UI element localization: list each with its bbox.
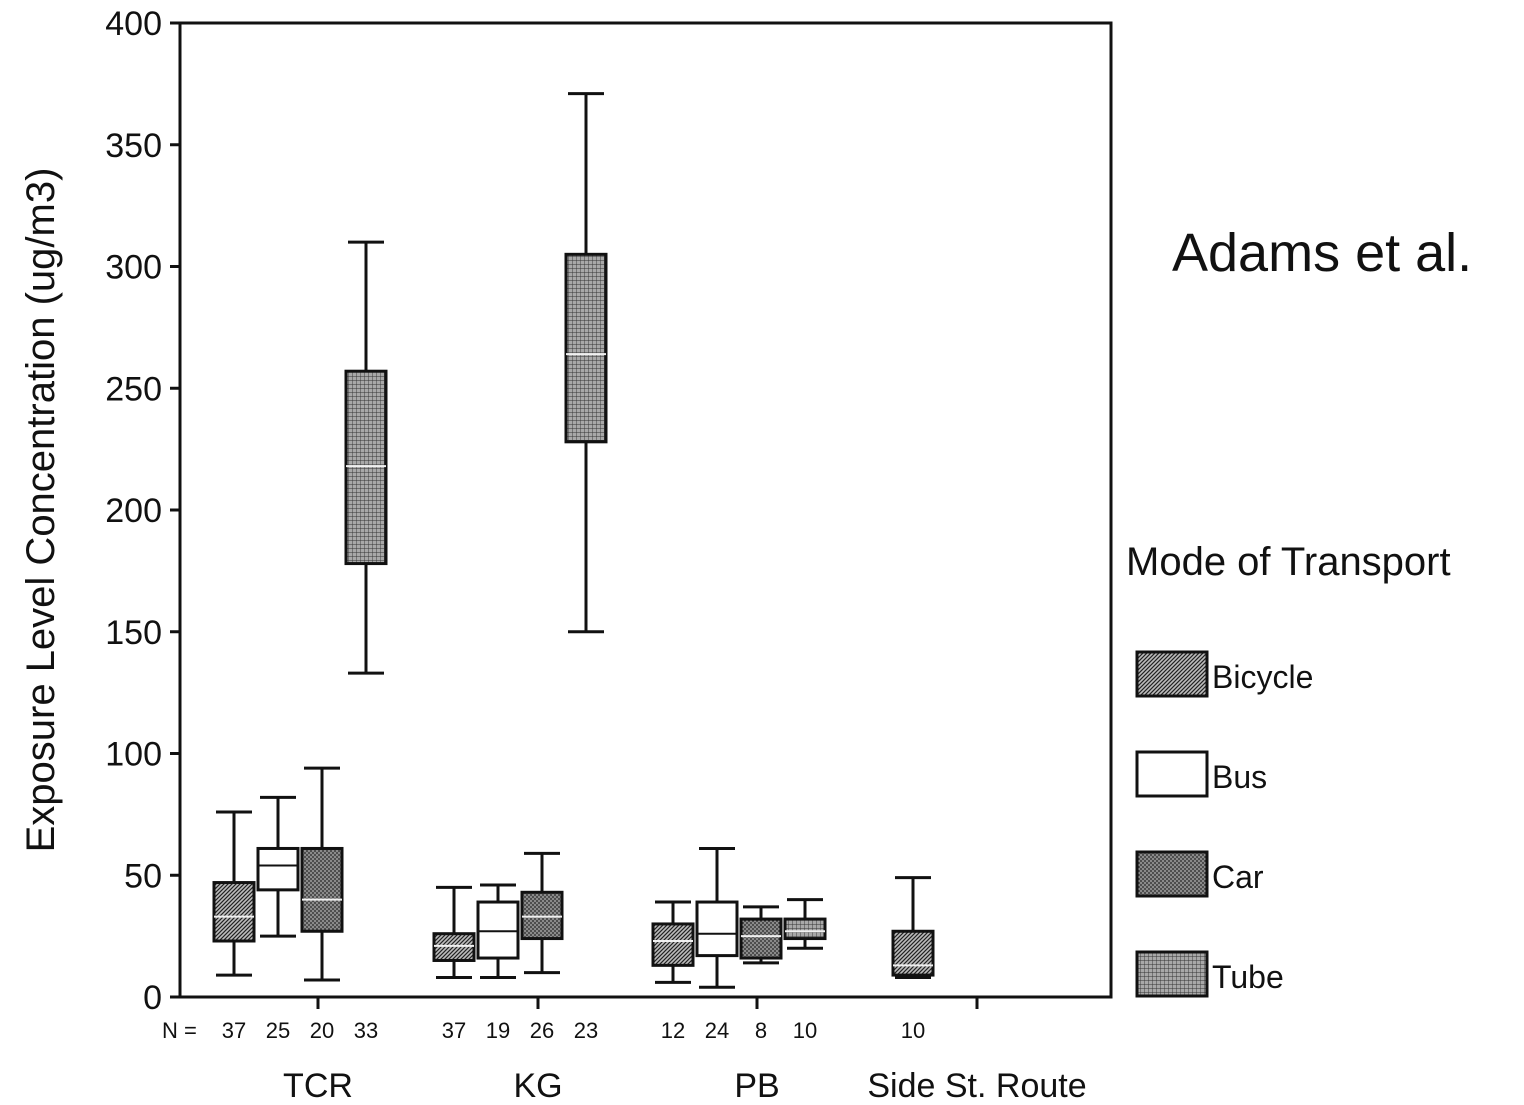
box-car-kg: 26 xyxy=(520,851,564,1043)
box-tube-pb: 10 xyxy=(783,898,827,1043)
y-tick-label: 250 xyxy=(105,370,162,408)
n-count-label: 26 xyxy=(530,1018,554,1043)
x-category-label: TCR xyxy=(283,1067,353,1105)
y-axis: 0 50 100 150 200 250 300 350 400 xyxy=(105,5,180,1017)
iqr-box xyxy=(300,846,344,933)
n-equals-label: N = xyxy=(162,1018,197,1043)
legend-label: Tube xyxy=(1212,959,1284,995)
iqr-box xyxy=(476,900,520,960)
iqr-box xyxy=(695,900,739,958)
box-bicycle-pb: 12 xyxy=(651,900,695,1043)
attribution-text: Adams et al. xyxy=(1172,223,1473,283)
box-bicycle-tcr: 37 xyxy=(212,810,256,1043)
legend-label: Bus xyxy=(1212,759,1267,795)
box-car-pb: 8 xyxy=(739,905,783,1043)
series-car: 20 26 8 xyxy=(300,766,783,1043)
y-tick-label: 150 xyxy=(105,614,162,652)
box-bicycle-kg: 37 xyxy=(432,885,476,1043)
box-bus-kg: 19 xyxy=(476,883,520,1043)
n-count-label: 12 xyxy=(661,1018,685,1043)
n-count-label: 25 xyxy=(266,1018,290,1043)
y-tick-label: 0 xyxy=(143,979,162,1017)
legend-item-bicycle: Bicycle xyxy=(1135,650,1313,698)
legend: Bicycle Bus Car Tube xyxy=(1135,650,1313,998)
n-count-label: 37 xyxy=(442,1018,466,1043)
x-category-label: Side St. Route xyxy=(867,1067,1086,1105)
x-category-label: PB xyxy=(734,1067,779,1105)
x-category-label: KG xyxy=(513,1067,562,1105)
box-bus-tcr: 25 xyxy=(256,795,300,1043)
n-count-label: 33 xyxy=(354,1018,378,1043)
y-tick-label: 100 xyxy=(105,736,162,774)
y-tick-label: 350 xyxy=(105,127,162,165)
iqr-box xyxy=(520,890,564,941)
box-bicycle-side-st-route: 10 xyxy=(891,876,935,1043)
box-tube-tcr: 33 xyxy=(344,240,388,1043)
y-tick-label: 50 xyxy=(124,857,162,895)
iqr-box xyxy=(344,369,388,566)
iqr-box xyxy=(256,846,300,892)
iqr-box xyxy=(891,929,935,977)
legend-swatch xyxy=(1135,850,1209,898)
iqr-box xyxy=(212,881,256,943)
y-tick-label: 200 xyxy=(105,492,162,530)
legend-title: Mode of Transport xyxy=(1126,540,1451,584)
legend-label: Bicycle xyxy=(1212,659,1313,695)
legend-item-bus: Bus xyxy=(1135,750,1267,798)
series-bus: 25 19 24 xyxy=(256,795,739,1043)
n-count-label: 24 xyxy=(705,1018,729,1043)
series-bicycle: 37 37 12 10 xyxy=(212,810,935,1043)
legend-label: Car xyxy=(1212,859,1264,895)
iqr-box xyxy=(432,932,476,962)
iqr-box xyxy=(739,917,783,960)
y-axis-label: Exposure Level Concentration (ug/m3) xyxy=(19,168,63,853)
n-count-label: 23 xyxy=(574,1018,598,1043)
legend-swatch xyxy=(1135,950,1209,998)
y-tick-label: 400 xyxy=(105,5,162,43)
n-count-label: 10 xyxy=(793,1018,817,1043)
n-count-label: 10 xyxy=(901,1018,925,1043)
legend-swatch xyxy=(1135,750,1209,798)
n-count-label: 20 xyxy=(310,1018,334,1043)
iqr-box xyxy=(564,252,608,444)
iqr-box xyxy=(651,922,695,967)
legend-item-tube: Tube xyxy=(1135,950,1284,998)
iqr-box xyxy=(783,917,827,941)
x-axis: TCR KG PB Side St. Route xyxy=(283,997,1087,1105)
n-count-label: 19 xyxy=(486,1018,510,1043)
box-bus-pb: 24 xyxy=(695,846,739,1043)
y-tick-label: 300 xyxy=(105,249,162,287)
series-tube: 33 23 10 xyxy=(344,92,827,1043)
n-count-label: 37 xyxy=(222,1018,246,1043)
legend-item-car: Car xyxy=(1135,850,1264,898)
legend-swatch xyxy=(1135,650,1209,698)
box-series: 37 37 12 10 25 19 24 20 26 8 33 23 10 xyxy=(212,92,935,1043)
box-tube-kg: 23 xyxy=(564,92,608,1043)
n-count-label: 8 xyxy=(755,1018,767,1043)
box-car-tcr: 20 xyxy=(300,766,344,1043)
